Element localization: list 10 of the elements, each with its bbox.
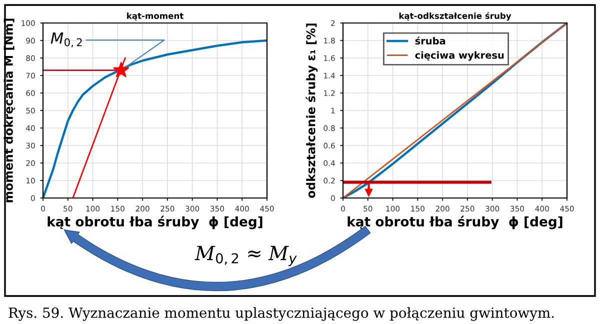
x-axis-title: kąt obrotu łba śruby ϕ [deg] — [48, 216, 262, 230]
legend-label: śruba — [415, 36, 446, 45]
chart-title: kąt-odkształcenie śruby — [399, 12, 512, 21]
text: M$_{0,2}$ ≈ M$_{y}$ — [194, 246, 297, 266]
annotation: M$_{0,2}$ — [50, 32, 82, 48]
legend-label: cięciwa wykresu — [415, 51, 504, 61]
text: Rys. 59. Wyznaczanie momentu uplastyczniającego w połączeniu gwintowym. — [8, 307, 554, 321]
chart-title: kąt-moment — [127, 12, 184, 20]
x-axis-title: kąt obrotu łba śruby ϕ [deg] — [348, 216, 562, 230]
y-axis-title: odkształcenie śruby ε₁ [%] — [306, 24, 318, 198]
